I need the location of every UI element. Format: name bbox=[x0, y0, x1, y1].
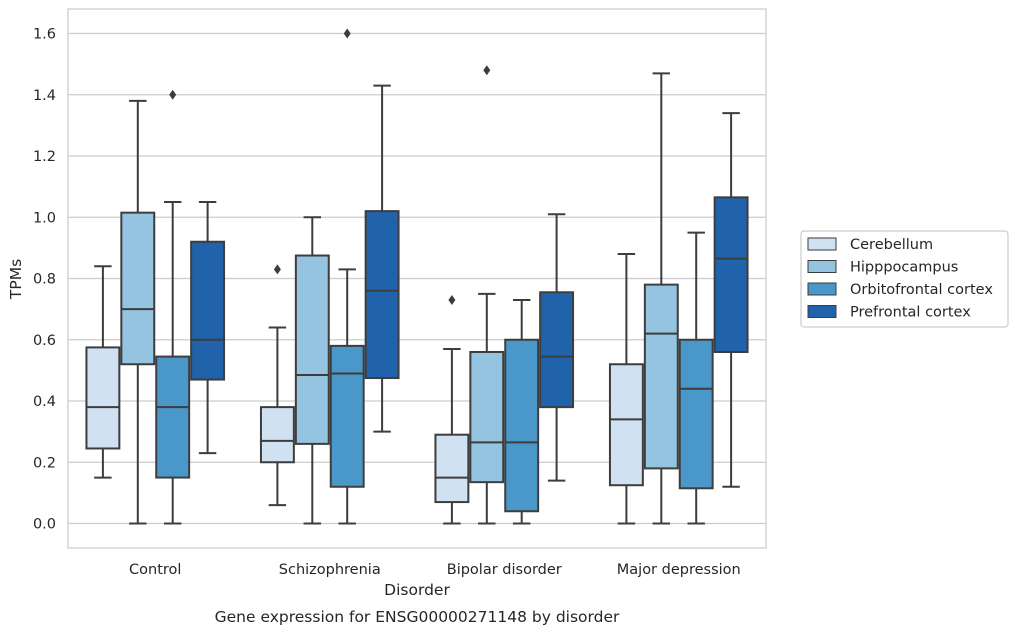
box-1 bbox=[294, 216, 330, 525]
box-0 bbox=[608, 253, 644, 525]
box-3 bbox=[364, 84, 400, 433]
box-1 bbox=[469, 65, 505, 525]
box-body bbox=[190, 240, 226, 381]
box-1 bbox=[120, 99, 156, 525]
box-body bbox=[155, 355, 191, 479]
box-body bbox=[364, 210, 400, 380]
box-body bbox=[259, 406, 295, 464]
legend-swatch bbox=[807, 282, 837, 296]
box-2 bbox=[155, 89, 191, 525]
box-0 bbox=[259, 264, 295, 507]
box-body bbox=[678, 338, 714, 490]
y-tick-label: 1.4 bbox=[33, 88, 56, 104]
box-body bbox=[469, 351, 505, 484]
outlier-point bbox=[169, 89, 177, 100]
y-tick-label: 1.2 bbox=[33, 149, 56, 165]
y-tick-label: 0.0 bbox=[33, 517, 56, 533]
box-2 bbox=[329, 28, 365, 525]
x-tick-label: Bipolar disorder bbox=[447, 562, 562, 578]
outlier-point bbox=[483, 65, 491, 76]
outlier-point bbox=[273, 264, 281, 275]
box-body bbox=[85, 346, 121, 450]
box-2 bbox=[678, 231, 714, 525]
outlier-point bbox=[448, 294, 456, 305]
y-tick-label: 0.4 bbox=[33, 394, 56, 410]
box-body bbox=[608, 363, 644, 487]
legend-swatch bbox=[807, 237, 837, 251]
box-body bbox=[329, 344, 365, 488]
legend: Cerebellum Hipppocampus Orbitofrontal cort… bbox=[800, 230, 1009, 328]
box-body bbox=[643, 283, 679, 470]
y-tick-labels: 0.0 0.2 0.4 0.6 0.8 1.0 1.2 1.4 1.6 bbox=[33, 27, 56, 533]
box-body bbox=[434, 433, 470, 504]
y-tick-label: 1.0 bbox=[33, 210, 56, 226]
box-body bbox=[120, 211, 156, 366]
chart-caption: Gene expression for ENSG00000271148 by d… bbox=[215, 608, 620, 626]
box-0 bbox=[85, 265, 121, 479]
box-groups bbox=[85, 28, 749, 525]
y-tick-label: 0.6 bbox=[33, 333, 56, 349]
legend-label: Prefrontal cortex bbox=[850, 305, 971, 321]
x-tick-label: Major depression bbox=[617, 562, 741, 578]
legend-swatch bbox=[807, 260, 837, 273]
x-tick-labels: Control Schizophrenia Bipolar disorder Majo… bbox=[129, 562, 741, 578]
box-body bbox=[539, 291, 575, 409]
y-tick-label: 0.8 bbox=[33, 272, 56, 288]
x-tick-label: Control bbox=[129, 562, 181, 578]
box-2 bbox=[504, 298, 540, 525]
legend-label: Cerebellum bbox=[850, 237, 933, 253]
box-1 bbox=[643, 72, 679, 525]
box-body bbox=[504, 338, 540, 513]
box-body bbox=[713, 196, 749, 353]
box-3 bbox=[190, 200, 226, 455]
y-axis-title: TPMs bbox=[7, 259, 25, 300]
plot-frame bbox=[67, 8, 767, 549]
legend-swatch bbox=[807, 305, 837, 318]
box-3 bbox=[539, 213, 575, 482]
box-3 bbox=[713, 112, 749, 488]
legend-label: Hipppocampus bbox=[850, 260, 958, 276]
box-body bbox=[294, 254, 330, 445]
outlier-point bbox=[343, 28, 351, 39]
box-0 bbox=[434, 294, 470, 525]
y-tick-label: 1.6 bbox=[33, 27, 56, 43]
legend-frame bbox=[800, 230, 1009, 328]
y-tick-label: 0.2 bbox=[33, 455, 56, 471]
legend-label: Orbitofrontal cortex bbox=[850, 282, 993, 298]
x-tick-label: Schizophrenia bbox=[279, 562, 381, 578]
x-axis-title: Disorder bbox=[384, 581, 450, 599]
